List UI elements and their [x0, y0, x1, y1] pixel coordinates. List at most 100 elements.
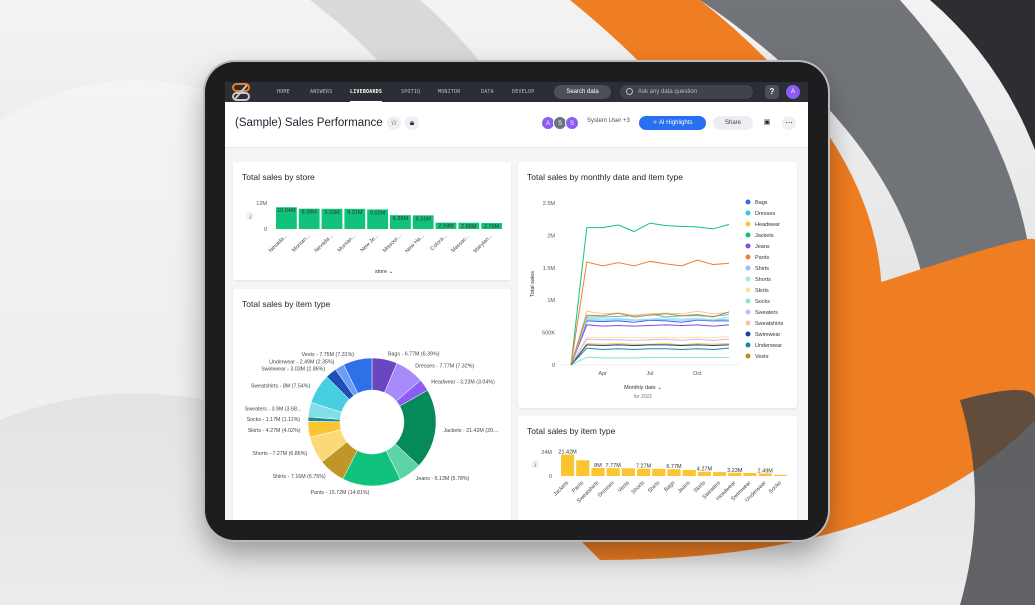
nav-answers[interactable]: ANSWERS	[310, 89, 333, 95]
legend-marker	[745, 265, 751, 271]
x-axis-sublabel: for 2021	[634, 394, 653, 400]
x-tick-label: Dresses	[597, 480, 616, 499]
data-label: 21.42M	[558, 450, 577, 456]
bar	[682, 469, 696, 476]
line-series-jeans	[570, 324, 730, 366]
card-title: Total sales by item type	[527, 426, 616, 436]
legend-marker	[745, 331, 751, 337]
data-label: 8M	[594, 463, 602, 469]
x-tick-label: Oct	[693, 371, 702, 377]
card-sales-by-month[interactable]: Total sales by monthly date and item typ…	[518, 162, 797, 408]
x-tick-label: Colora...	[429, 233, 448, 252]
logo-icon	[232, 83, 250, 101]
search-icon	[626, 88, 633, 95]
ai-highlights-label: AI Highlights	[658, 120, 693, 126]
avatar[interactable]: S	[565, 116, 579, 130]
legend-label: Dresses	[755, 211, 775, 217]
x-tick-label: Montan...	[337, 233, 358, 254]
more-options-icon[interactable]: ⋯	[782, 116, 796, 130]
star-icon[interactable]: ☆	[387, 116, 401, 130]
nav-liveboards[interactable]: LIVEBOARDS	[350, 82, 383, 102]
legend-label: Skirts	[755, 288, 769, 294]
legend-label: Jeans	[755, 244, 770, 250]
line-series-jackets	[570, 222, 730, 366]
line-series-sweatshirts	[570, 310, 730, 366]
bar	[758, 473, 772, 476]
data-label: 7.77M	[606, 463, 622, 469]
bar	[321, 208, 343, 229]
bar	[652, 468, 666, 476]
data-label: 4.27M	[697, 467, 713, 473]
data-label: 9.38M	[302, 210, 318, 216]
line-series-bags	[570, 319, 729, 366]
bar	[743, 472, 757, 476]
nav-develop[interactable]: DEVELOP	[512, 89, 535, 95]
line-series-headwear	[570, 343, 730, 366]
bar	[298, 208, 320, 229]
share-button[interactable]: Share	[713, 116, 753, 130]
legend-label: Pants	[755, 255, 769, 261]
comment-icon[interactable]: ▣	[760, 116, 774, 130]
line-series-vests	[570, 311, 730, 366]
legend-marker	[745, 199, 751, 205]
pie-label: Headwear - 3.23M (3.04%)	[431, 380, 495, 386]
nav-data[interactable]: DATA	[481, 89, 494, 95]
legend-label: Sweatshirts	[755, 321, 784, 327]
store-bar-chart: 0 12M ↓ 10.04M Nevada... 9.38M Montan... 9.33M N…	[246, 201, 502, 275]
x-tick-label: Vests	[617, 480, 631, 494]
bar	[344, 208, 366, 229]
y-axis-label: Total sales	[530, 271, 536, 297]
legend-label: Bags	[755, 200, 768, 206]
card-sales-by-item-bar[interactable]: Total sales by item type 0 24M ↓ 21.42M Jack…	[518, 416, 797, 520]
lock-icon[interactable]: 🔒︎	[405, 116, 419, 130]
data-label: 2.75M	[484, 224, 500, 230]
legend-marker	[745, 342, 751, 348]
bar	[713, 472, 727, 476]
pie-label: Socks - 1.17M (1.11%)	[247, 417, 301, 423]
x-tick-label: Montan...	[291, 233, 312, 254]
monthly-line-chart: 0 500K 1M 1.5M 2M 2.5M Apr Jul Oct Total sales Mon…	[530, 199, 784, 400]
page-title: (Sample) Sales Performance	[235, 117, 383, 129]
legend-label: Swimwear	[755, 332, 781, 338]
y-tick-label: 24M	[541, 450, 552, 456]
users-label[interactable]: System User +3	[587, 118, 630, 124]
data-label: 2.93M	[438, 224, 454, 230]
legend-marker	[745, 353, 751, 359]
card-sales-by-store[interactable]: Total sales by store 0 12M ↓ 10.04M Nevada..…	[233, 162, 511, 280]
bar	[591, 468, 605, 476]
data-label: 6.39M	[393, 216, 409, 222]
line-series-skirts	[570, 335, 730, 366]
nav-monitor[interactable]: MONITOR	[438, 89, 461, 95]
data-label: 10.04M	[277, 208, 296, 214]
pie-label: Pants - 15.72M (14.81%)	[311, 490, 370, 496]
x-tick-label: Missour...	[382, 233, 403, 254]
ask-question-input[interactable]: Ask any data question	[620, 85, 753, 99]
card-title: Total sales by store	[242, 172, 315, 182]
y-tick-label: 2.5M	[543, 201, 556, 207]
y-tick-label: 0	[549, 474, 552, 480]
x-tick-label: Jackets	[553, 480, 571, 498]
nav-spotiq[interactable]: SPOTIQ	[401, 89, 421, 95]
pie-label: Shorts - 7.27M (6.86%)	[252, 451, 307, 457]
y-tick-label: 500K	[542, 331, 555, 337]
line-series-pants	[570, 259, 730, 366]
x-tick-label: Nevada...	[268, 233, 289, 254]
x-tick-label: Shorts	[631, 480, 647, 496]
ai-highlights-button[interactable]: ✧ AI Highlights	[639, 116, 706, 130]
legend-marker	[745, 320, 751, 326]
legend-label: Jackets	[755, 233, 774, 239]
help-button[interactable]: ?	[765, 85, 779, 99]
card-sales-by-item-pie[interactable]: Total sales by item type Bags - 6.77M (6…	[233, 289, 511, 520]
data-label: 2.88M	[461, 224, 477, 230]
pie-label: Jeans - 6.13M (5.78%)	[416, 476, 470, 482]
legend-label: Socks	[755, 299, 770, 305]
legend-marker	[745, 221, 751, 227]
nav-home[interactable]: HOME	[277, 89, 290, 95]
legend-label: Underwear	[755, 343, 782, 349]
y-tick-label: 2M	[547, 233, 555, 239]
user-avatar[interactable]: A	[786, 85, 800, 99]
search-data-button[interactable]: Search data	[554, 85, 611, 99]
x-tick-label: Massac...	[450, 233, 471, 254]
line-series-sweaters	[570, 338, 730, 366]
